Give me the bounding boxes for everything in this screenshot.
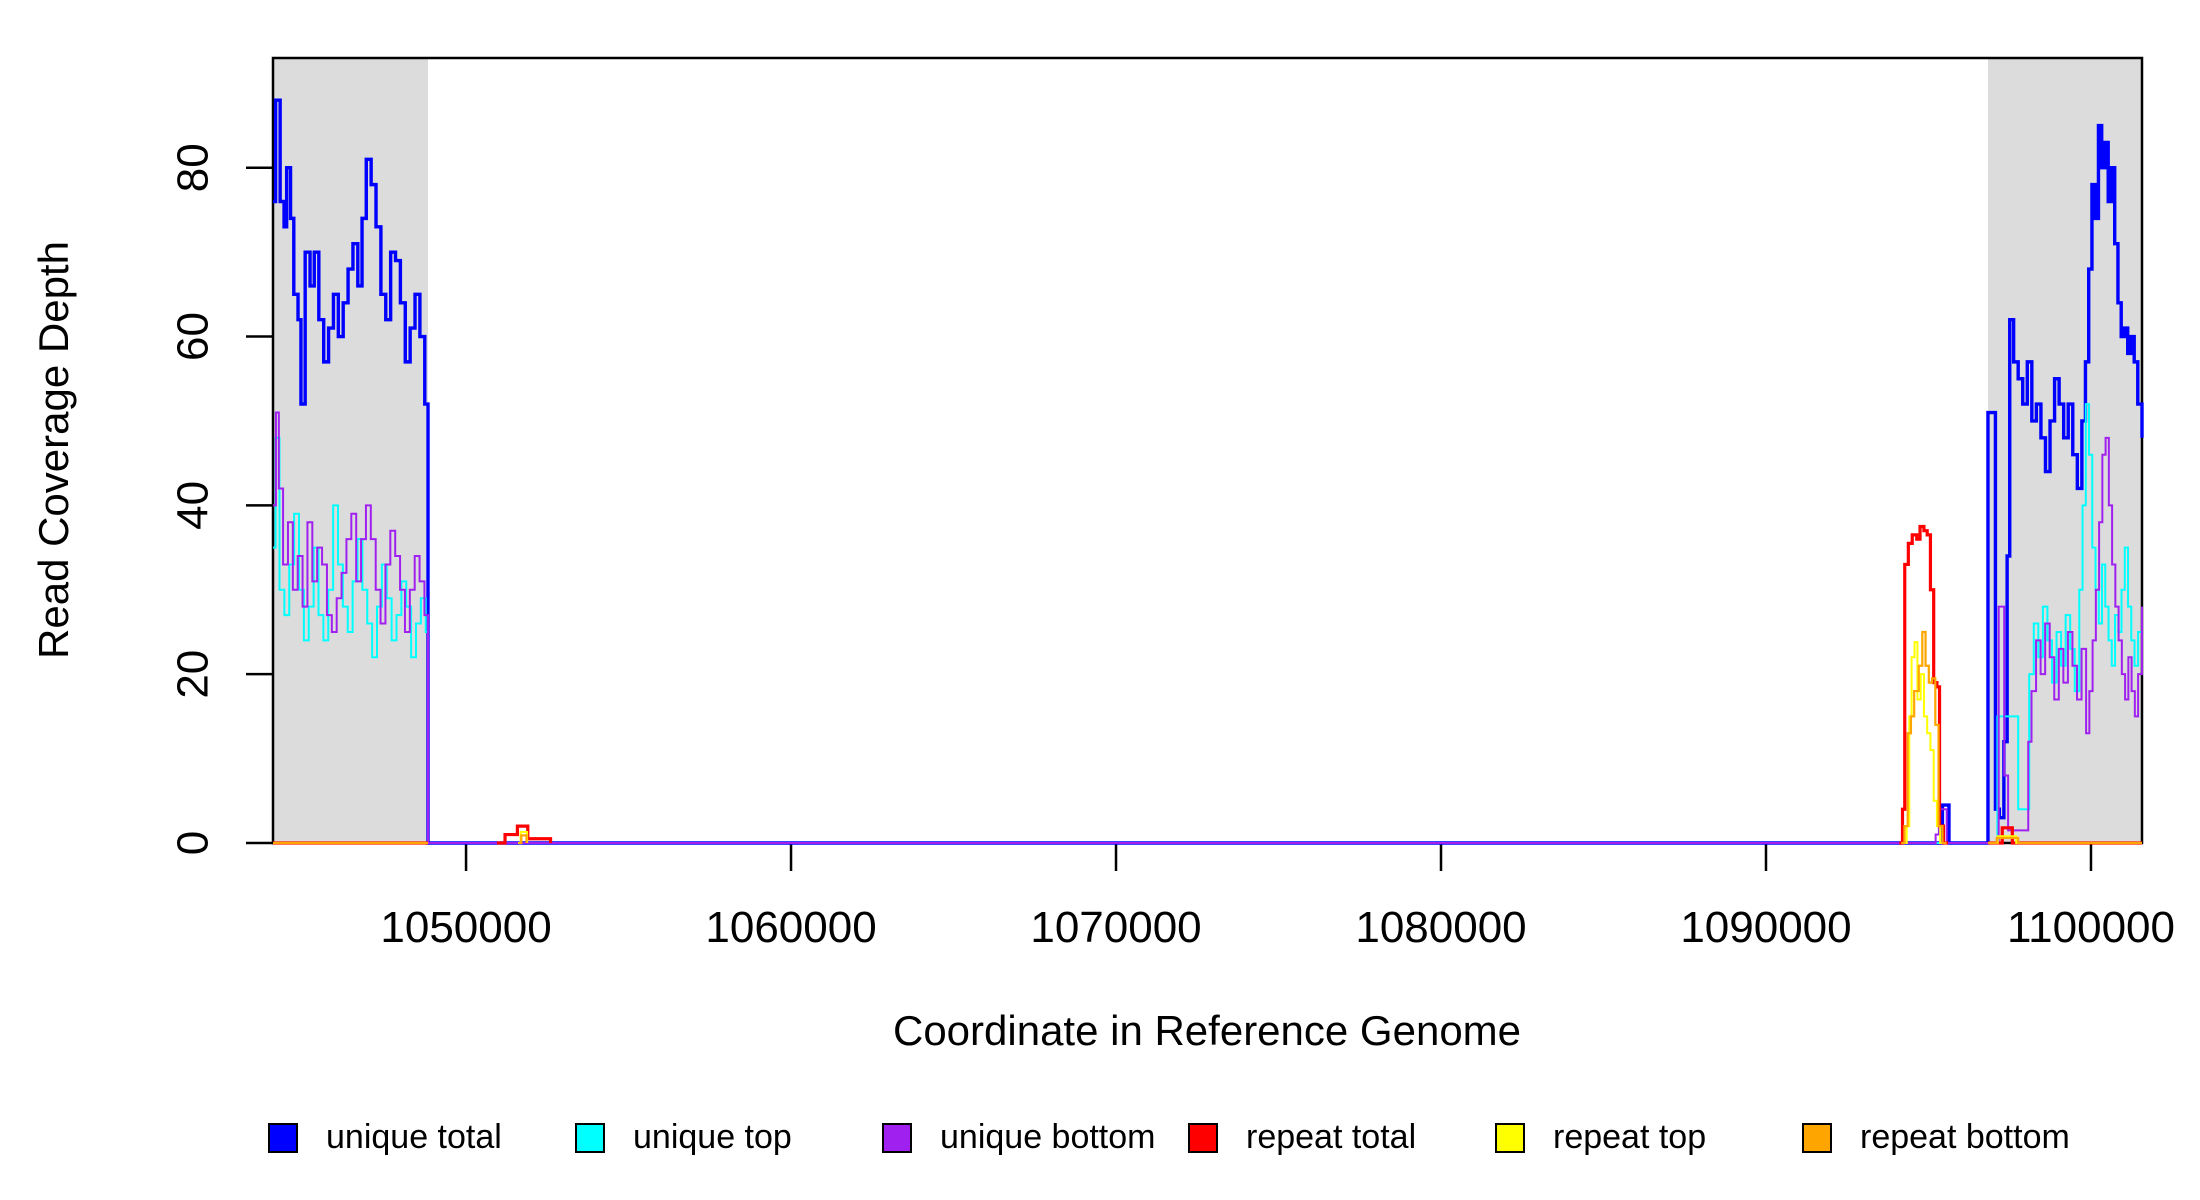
series-repeat-bottom-line [1987, 836, 2142, 845]
legend-label: unique bottom [940, 1118, 1156, 1156]
series-repeat-total-line [1899, 524, 1948, 845]
y-axis-title: Read Coverage Depth [30, 241, 77, 659]
legend-item-repeat-bottom: repeat bottom [1802, 1118, 2070, 1157]
legend: unique total unique top unique bottom repea… [0, 1118, 2200, 1178]
legend-label: unique total [326, 1118, 502, 1156]
y-tick-label: 40 [168, 481, 217, 530]
series-unique-bottom-line [273, 411, 2143, 844]
series-unique-total-line [273, 98, 2144, 845]
y-tick-label: 20 [168, 650, 217, 699]
x-tick-label: 1080000 [1355, 903, 1526, 952]
legend-label: repeat bottom [1860, 1118, 2070, 1156]
x-tick-label: 1060000 [705, 903, 876, 952]
x-tick-label: 1070000 [1030, 903, 1201, 952]
series-unique-top-line [273, 403, 2143, 844]
legend-item-unique-total: unique total [268, 1118, 502, 1157]
x-axis-title: Coordinate in Reference Genome [893, 1007, 1521, 1054]
legend-swatch-unique-top [575, 1122, 605, 1153]
legend-swatch-unique-bottom [882, 1122, 912, 1153]
series-repeat-top-line [1903, 641, 1945, 844]
legend-swatch-repeat-bottom [1802, 1122, 1832, 1153]
series-repeat-total-line [496, 824, 553, 845]
x-tick-label: 1090000 [1680, 903, 1851, 952]
legend-item-repeat-top: repeat top [1495, 1118, 1706, 1157]
series-repeat-bottom-line [518, 834, 528, 845]
y-tick-label: 80 [168, 143, 217, 192]
x-tick-label: 1050000 [380, 903, 551, 952]
left-alignment-block [273, 58, 429, 843]
y-tick-label: 0 [168, 831, 217, 855]
y-tick-label: 60 [168, 312, 217, 361]
legend-item-unique-top: unique top [575, 1118, 792, 1157]
legend-swatch-repeat-top [1495, 1122, 1525, 1153]
legend-label: unique top [633, 1118, 792, 1156]
x-tick-label: 1100000 [2007, 903, 2175, 952]
legend-item-repeat-total: repeat total [1188, 1118, 1416, 1157]
legend-swatch-unique-total [268, 1122, 298, 1153]
plot-border [271, 56, 2144, 845]
legend-label: repeat top [1553, 1118, 1707, 1156]
legend-swatch-repeat-total [1188, 1122, 1218, 1153]
series-repeat-bottom-line [1901, 630, 1947, 845]
legend-label: repeat total [1246, 1118, 1417, 1156]
legend-item-unique-bottom: unique bottom [882, 1118, 1156, 1157]
